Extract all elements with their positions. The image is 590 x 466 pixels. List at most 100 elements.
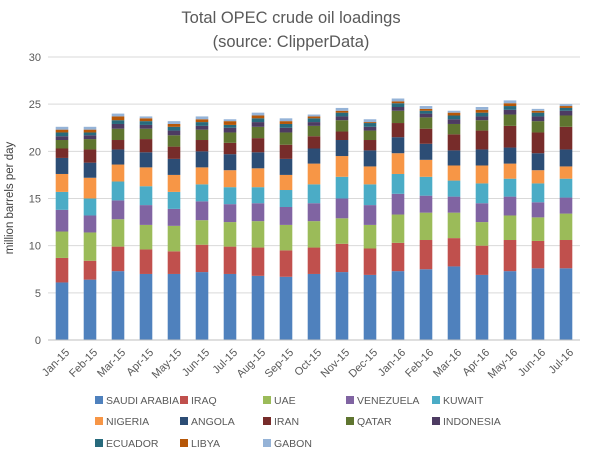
legend-swatch	[95, 417, 103, 425]
bar-segment-saudi-arabia	[503, 271, 517, 340]
bar-segment-libya	[83, 129, 97, 133]
x-tick-label: Feb-15	[67, 347, 100, 380]
legend-swatch	[180, 439, 188, 447]
bar-segment-venezuela	[419, 195, 433, 213]
bar-segment-nigeria	[363, 166, 377, 185]
bar-segment-qatar	[335, 120, 349, 132]
bar-segment-venezuela	[251, 203, 265, 222]
bar-segment-libya	[391, 101, 405, 104]
x-tick-label: Jul-16	[547, 347, 577, 377]
bar-segment-nigeria	[111, 164, 125, 182]
bar-segment-iran	[251, 138, 265, 153]
bar-segment-libya	[559, 106, 573, 108]
legend-swatch	[432, 417, 440, 425]
bar-segment-nigeria	[391, 153, 405, 174]
bar-segment-indonesia	[335, 116, 349, 121]
x-tick-label: Dec-15	[347, 347, 381, 381]
bar-segment-saudi-arabia	[139, 273, 153, 340]
y-tick-label: 15	[29, 194, 41, 206]
bar-segment-uae	[223, 222, 237, 247]
bar-segment-indonesia	[475, 116, 489, 121]
bar-segment-iran	[391, 123, 405, 138]
legend-item-libya: LIBYA	[180, 438, 220, 450]
bar-segment-libya	[475, 109, 489, 113]
bar-segment-ecuador	[251, 118, 265, 123]
bar-segment-qatar	[139, 128, 153, 140]
bar-segment-nigeria	[55, 173, 69, 192]
bar-segment-kuwait	[391, 173, 405, 194]
bar-segment-iraq	[503, 240, 517, 272]
bar-segment-indonesia	[111, 123, 125, 129]
bar-segment-gabon	[223, 119, 237, 122]
bar-segment-gabon	[503, 100, 517, 104]
bar-segment-ecuador	[307, 118, 321, 123]
bar-segment-angola	[559, 149, 573, 167]
y-tick-label: 30	[29, 52, 41, 64]
legend-item-iraq: IRAQ	[180, 395, 217, 407]
bar-segment-angola	[279, 158, 293, 175]
bar-segment-iraq	[223, 246, 237, 274]
bar-segment-qatar	[111, 128, 125, 141]
bar-segment-qatar	[419, 117, 433, 129]
legend-item-angola: ANGOLA	[180, 416, 235, 428]
bar-segment-uae	[391, 214, 405, 243]
bar-segment-ecuador	[391, 103, 405, 107]
bar-segment-ecuador	[419, 110, 433, 114]
bar-segment-kuwait	[83, 198, 97, 216]
bar-segment-gabon	[111, 113, 125, 117]
legend-swatch	[346, 417, 354, 425]
bar-segment-saudi-arabia	[419, 269, 433, 340]
bar-segment-gabon	[195, 116, 209, 120]
bar-segment-angola	[251, 152, 265, 169]
bar-segment-iraq	[251, 247, 265, 276]
bar-segment-saudi-arabia	[279, 276, 293, 340]
legend-label: GABON	[274, 438, 312, 450]
bar-segment-indonesia	[307, 122, 321, 126]
bar-segment-libya	[531, 110, 545, 113]
bar-segment-angola	[447, 150, 461, 166]
bar-segment-ecuador	[167, 126, 181, 131]
bar-segment-indonesia	[503, 109, 517, 115]
bar-segment-iraq	[307, 247, 321, 274]
bar-segment-angola	[363, 150, 377, 167]
bar-segment-libya	[139, 118, 153, 122]
bar-segment-kuwait	[503, 178, 517, 197]
bar-segment-uae	[251, 221, 265, 248]
bar-segment-saudi-arabia	[531, 268, 545, 340]
bar-segment-kuwait	[167, 191, 181, 209]
bar-segment-iraq	[83, 260, 97, 280]
legend: SAUDI ARABIA IRAQ UAE VENEZUELA KUWAIT NIGERI…	[95, 395, 501, 450]
bar-segment-gabon	[335, 107, 349, 111]
bar-segment-iran	[55, 148, 69, 158]
bar-segment-ecuador	[111, 120, 125, 124]
bar-segment-kuwait	[335, 176, 349, 199]
bar-segment-qatar	[363, 130, 377, 141]
legend-swatch	[180, 396, 188, 404]
legend-swatch	[263, 439, 271, 447]
bar-segment-uae	[111, 219, 125, 247]
bar-segment-qatar	[391, 110, 405, 124]
legend-label: UAE	[274, 395, 296, 407]
bar-segment-iraq	[139, 249, 153, 274]
bar-segment-qatar	[83, 139, 97, 150]
bar-segment-uae	[307, 221, 321, 248]
legend-label: LIBYA	[191, 438, 220, 450]
bar-segment-uae	[55, 231, 69, 258]
bar-segment-ecuador	[55, 132, 69, 137]
bar-segment-kuwait	[447, 180, 461, 197]
bar-segment-nigeria	[419, 159, 433, 177]
bar-segment-saudi-arabia	[111, 271, 125, 340]
bar-segment-libya	[167, 123, 181, 127]
y-tick-label: 10	[29, 241, 41, 253]
bar-segment-qatar	[447, 123, 461, 135]
bar-segment-uae	[475, 222, 489, 246]
bar-segment-nigeria	[279, 174, 293, 191]
bar-segment-saudi-arabia	[335, 272, 349, 340]
bar-segment-gabon	[447, 110, 461, 113]
legend-item-venezuela: VENEZUELA	[346, 395, 419, 407]
bar-segment-gabon	[139, 116, 153, 119]
legend-item-saudi-arabia: SAUDI ARABIA	[95, 395, 179, 407]
bar-segment-venezuela	[447, 196, 461, 213]
